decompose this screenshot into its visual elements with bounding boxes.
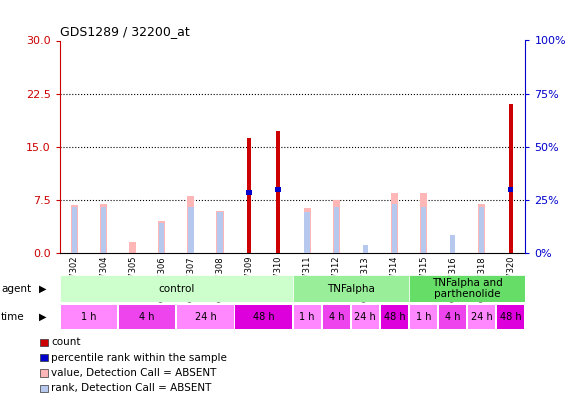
Text: rank, Detection Call = ABSENT: rank, Detection Call = ABSENT xyxy=(51,384,212,393)
Text: ▶: ▶ xyxy=(39,284,46,294)
Text: GDS1289 / 32200_at: GDS1289 / 32200_at xyxy=(60,25,190,38)
Bar xyxy=(247,138,251,253)
Bar xyxy=(439,305,467,329)
Bar xyxy=(188,207,194,253)
Text: count: count xyxy=(51,337,81,347)
Bar xyxy=(333,200,340,253)
Bar xyxy=(187,196,195,253)
Bar xyxy=(391,193,398,253)
Bar xyxy=(247,190,252,195)
Text: 24 h: 24 h xyxy=(195,312,216,322)
Bar xyxy=(100,203,107,253)
Text: 1 h: 1 h xyxy=(416,312,431,322)
Bar xyxy=(177,305,234,329)
Bar xyxy=(304,209,311,253)
Text: 4 h: 4 h xyxy=(445,312,460,322)
Text: agent: agent xyxy=(1,284,31,294)
Bar xyxy=(497,305,524,329)
Bar xyxy=(304,212,310,253)
Bar xyxy=(508,187,513,192)
Text: percentile rank within the sample: percentile rank within the sample xyxy=(51,353,227,362)
Text: 1 h: 1 h xyxy=(299,312,315,322)
Bar xyxy=(323,305,350,329)
Bar xyxy=(61,305,117,329)
Bar xyxy=(450,235,455,253)
Bar xyxy=(276,131,280,253)
Bar xyxy=(468,305,496,329)
Bar xyxy=(292,275,409,302)
Text: 48 h: 48 h xyxy=(253,312,274,322)
Text: value, Detection Call = ABSENT: value, Detection Call = ABSENT xyxy=(51,368,216,378)
Bar xyxy=(60,275,292,302)
Bar xyxy=(410,305,437,329)
Text: TNFalpha and
parthenolide: TNFalpha and parthenolide xyxy=(432,278,502,299)
Text: time: time xyxy=(1,312,25,322)
Bar xyxy=(235,305,292,329)
Text: ▶: ▶ xyxy=(39,312,46,322)
Text: 4 h: 4 h xyxy=(328,312,344,322)
Bar xyxy=(216,211,224,253)
Bar xyxy=(101,207,106,253)
Bar xyxy=(119,305,175,329)
Text: TNFalpha: TNFalpha xyxy=(327,284,375,294)
Bar xyxy=(509,104,513,253)
Text: 24 h: 24 h xyxy=(355,312,376,322)
Bar xyxy=(275,187,281,192)
Bar xyxy=(333,207,339,253)
Bar xyxy=(479,207,484,253)
Bar xyxy=(478,203,485,253)
Bar xyxy=(421,207,426,253)
Bar xyxy=(158,221,166,253)
Bar xyxy=(420,193,427,253)
Text: 48 h: 48 h xyxy=(384,312,405,322)
Bar xyxy=(409,275,525,302)
Bar xyxy=(159,224,164,253)
Bar xyxy=(392,203,397,253)
Bar xyxy=(363,245,368,253)
Bar xyxy=(129,243,136,253)
Bar xyxy=(217,212,223,253)
Text: 4 h: 4 h xyxy=(139,312,155,322)
Bar xyxy=(381,305,408,329)
Text: 1 h: 1 h xyxy=(81,312,97,322)
Bar xyxy=(72,207,77,253)
Text: control: control xyxy=(158,284,195,294)
Text: 48 h: 48 h xyxy=(500,312,521,322)
Text: 24 h: 24 h xyxy=(471,312,493,322)
Bar xyxy=(352,305,379,329)
Bar xyxy=(293,305,321,329)
Bar xyxy=(71,205,78,253)
